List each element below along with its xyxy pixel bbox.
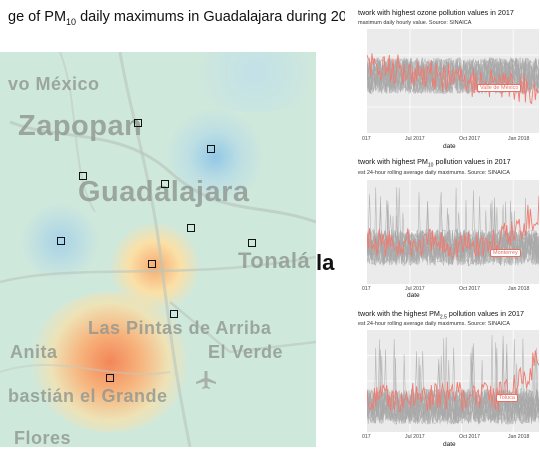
station-marker (161, 180, 169, 188)
station-marker (207, 145, 215, 153)
place-label: El Verde (208, 342, 284, 362)
station-marker (106, 374, 114, 382)
place-label: Las Pintas de Arriba (88, 318, 272, 338)
panel-plot (367, 29, 539, 133)
station-marker (79, 172, 87, 180)
place-label: Guadalajara (78, 176, 250, 208)
station-series-line (367, 207, 539, 266)
station-marker (148, 260, 156, 268)
station-marker (248, 239, 256, 247)
x-tick: Jul 2017 (405, 286, 425, 292)
station-marker (57, 237, 65, 245)
heat-blob-cool-east (165, 107, 265, 207)
x-tick: Jan 2018 (508, 286, 530, 292)
series-callout: Monterrey (490, 249, 521, 257)
x-axis-label: date (443, 441, 456, 448)
x-tick: Jan 2018 (508, 136, 530, 142)
place-label: Flores (14, 428, 72, 447)
panel-svg (367, 330, 539, 432)
place-label: Zapopan (18, 110, 143, 142)
panel-svg (367, 29, 539, 133)
station-marker (134, 119, 142, 127)
panel-svg (367, 180, 539, 284)
x-axis-label: date (443, 143, 456, 150)
series-callout: Toluca (496, 394, 518, 402)
place-label: Tonalá (238, 248, 311, 273)
heatmap-title: ge of PM10 daily maximums in Guadalajara… (8, 9, 345, 27)
panel-pm25: twork with the highest PM2.5 pollution v… (345, 304, 540, 457)
heatmap-figure: ge of PM10 daily maximums in Guadalajara… (0, 9, 345, 447)
panel-subtitle: maximum daily hourly value. Source: SINA… (358, 20, 472, 26)
station-marker (187, 224, 195, 232)
station-series-line (367, 56, 539, 94)
x-axis-label: date (407, 292, 420, 299)
heat-blob-cool-west (20, 202, 100, 282)
panel-subtitle: est 24-hour rolling average daily maximu… (358, 170, 510, 176)
highlighted-series-line (367, 53, 539, 105)
heat-blob-hot (30, 292, 190, 432)
panel-title: twork with the highest PM2.5 pollution v… (358, 309, 524, 321)
airport-icon (196, 371, 216, 389)
x-tick: Jul 2017 (405, 136, 425, 142)
timeseries-panels: twork with highest ozone pollution value… (345, 0, 540, 457)
place-label-overflow: la (316, 250, 335, 275)
x-tick: Oct 2017 (459, 286, 481, 292)
station-marker (170, 310, 178, 318)
panel-ozone: twork with highest ozone pollution value… (345, 0, 540, 152)
x-tick: Jan 2018 (508, 434, 530, 440)
place-label: bastián el Grande (8, 386, 168, 406)
place-label: vo México (8, 74, 100, 94)
panel-pm10: twork with highest PM10 pollution values… (345, 152, 540, 304)
station-series-line (367, 229, 539, 266)
x-tick: Oct 2017 (459, 136, 481, 142)
road-lines (0, 52, 316, 447)
panel-plot (367, 330, 539, 432)
panel-title: twork with highest PM10 pollution values… (358, 157, 511, 169)
x-tick: Oct 2017 (459, 434, 481, 440)
panel-subtitle: est 24-hour rolling average daily maximu… (358, 321, 510, 327)
x-tick: 017 (362, 286, 371, 292)
series-callout: Valle de México (477, 84, 522, 92)
x-tick: 017 (362, 136, 371, 142)
city-map: vo México Zapopan Guadalajara Tonalá Las… (0, 52, 316, 447)
place-label: Anita (10, 342, 58, 362)
panel-plot (367, 180, 539, 284)
highlighted-series-line (367, 195, 539, 260)
x-tick: 017 (362, 434, 371, 440)
panel-title: twork with highest ozone pollution value… (358, 8, 514, 17)
x-tick: Jul 2017 (405, 434, 425, 440)
